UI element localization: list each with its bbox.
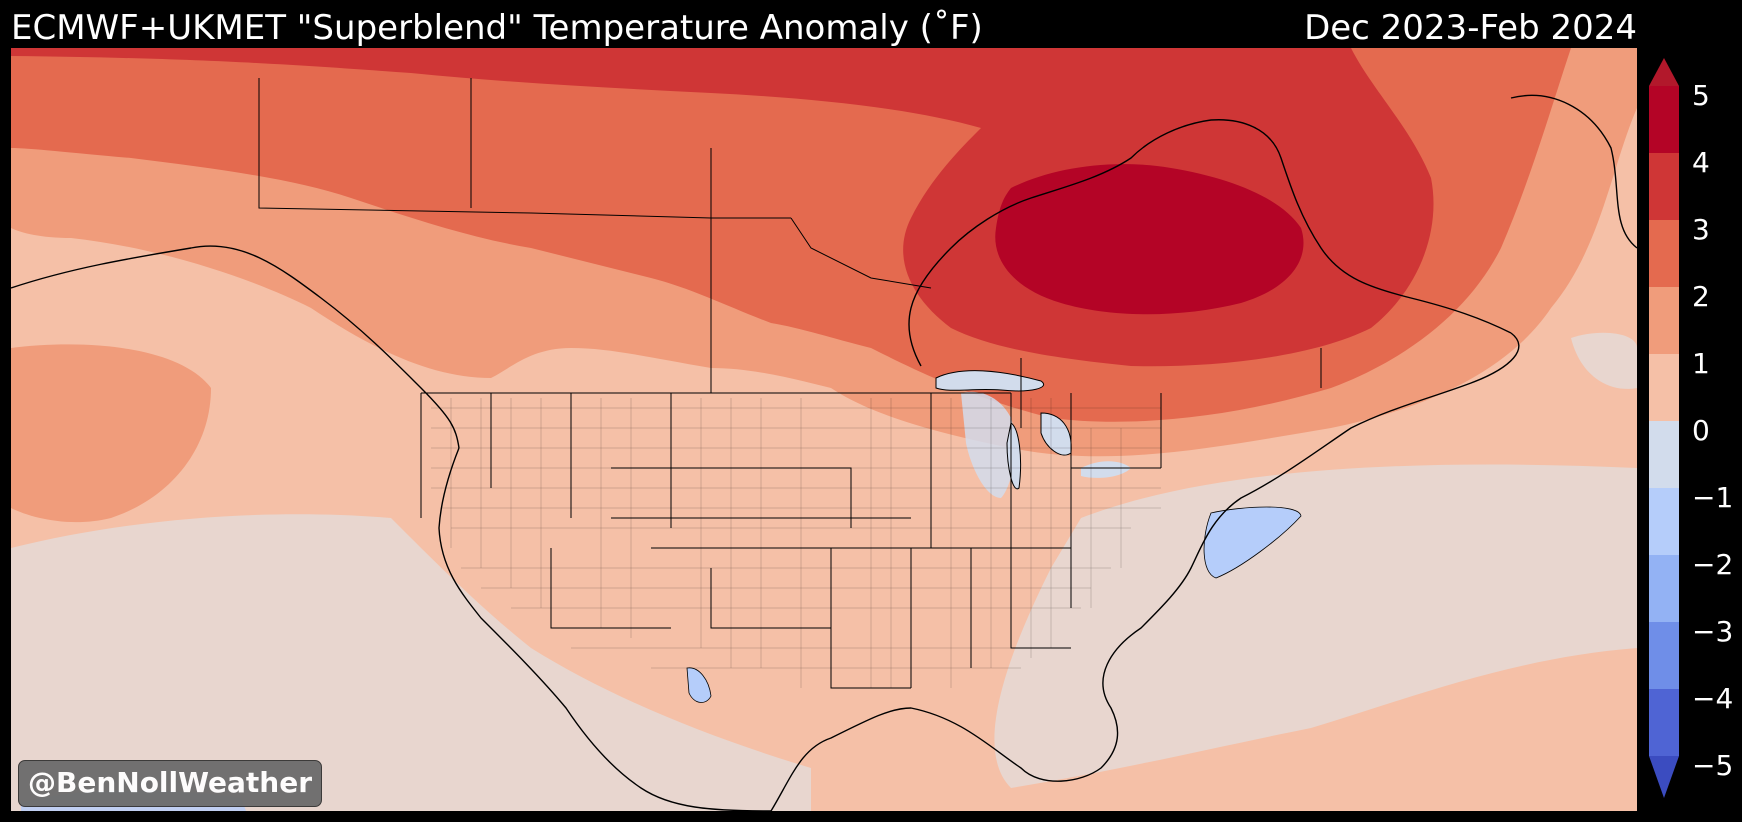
anomaly-colorbar — [1649, 58, 1679, 798]
colorbar-tick-label: 4 — [1692, 146, 1710, 179]
colorbar-tick-label: −1 — [1692, 481, 1734, 514]
colorbar-bin-3-4 — [1649, 153, 1679, 220]
colorbar-extend-low — [1649, 756, 1679, 798]
anomaly-0-1-atlantic — [994, 464, 1637, 788]
anomaly-4-5 — [995, 164, 1304, 315]
colorbar-tick-label: 2 — [1692, 280, 1710, 313]
coastlines — [11, 94, 1637, 811]
colorbar-tick-label: −5 — [1692, 749, 1734, 782]
colorbar-bin-neg5-neg4 — [1649, 689, 1679, 756]
colorbar-bin-1-2 — [1649, 287, 1679, 354]
colorbar-tick-label: 1 — [1692, 347, 1710, 380]
anomaly-0-1-east-atlantic — [1571, 332, 1637, 389]
anomaly-neg-great-lakes — [961, 391, 1016, 498]
colorbar-bin-neg1-0 — [1649, 421, 1679, 488]
colorbar-bin-2-3 — [1649, 220, 1679, 287]
colorbar-bin-neg4-neg3 — [1649, 622, 1679, 689]
author-credit: @BenNollWeather — [18, 760, 323, 807]
colorbar-tick-label: 3 — [1692, 213, 1710, 246]
colorbar-extend-high — [1649, 58, 1679, 86]
colorbar-bin-neg3-neg2 — [1649, 555, 1679, 622]
temperature-anomaly-map — [11, 48, 1637, 811]
lake-michigan — [1006, 422, 1022, 490]
colorbar-tick-label: −3 — [1692, 615, 1734, 648]
anomaly-1-2-pacific — [11, 344, 211, 523]
anomaly-neg-atlantic-lobe — [1203, 506, 1302, 579]
colorbar-bin-neg2-neg1 — [1649, 488, 1679, 555]
colorbar-bin-4-5 — [1649, 86, 1679, 153]
colorbar-tick-label: 0 — [1692, 414, 1710, 447]
county-grid — [431, 398, 1161, 688]
anomaly-neg-gulf-california — [686, 667, 712, 703]
anomaly-0-1-pacific — [11, 514, 811, 811]
colorbar-tick-label: 5 — [1692, 79, 1710, 112]
political-borders — [258, 78, 1322, 689]
colorbar-tick-label: −4 — [1692, 682, 1734, 715]
colorbar-tick-label: −2 — [1692, 548, 1734, 581]
lake-superior — [935, 370, 1044, 392]
map-title: ECMWF+UKMET "Superblend" Temperature Ano… — [11, 8, 983, 48]
colorbar-bin-0-1 — [1649, 354, 1679, 421]
anomaly-neg-lake-erie — [1081, 461, 1131, 478]
forecast-period: Dec 2023-Feb 2024 — [1304, 8, 1637, 48]
